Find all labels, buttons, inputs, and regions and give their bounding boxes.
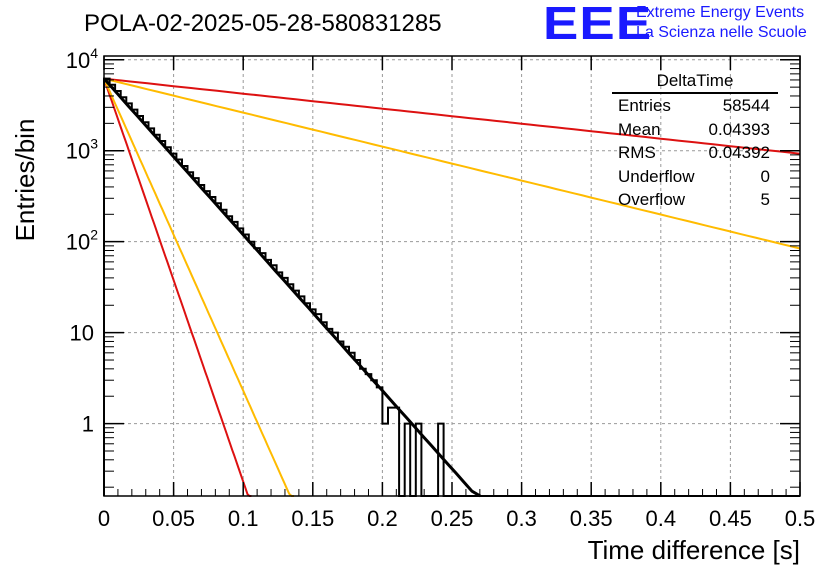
curve-orange-steep: [103, 78, 294, 497]
logo-line-1: Extreme Energy Events: [636, 4, 805, 21]
x-tick-label: 0.05: [152, 506, 195, 531]
x-tick-label: 0.45: [709, 506, 752, 531]
stats-label: Overflow: [618, 190, 686, 209]
x-tick-label: 0.2: [367, 506, 398, 531]
y-tick-label: 102: [66, 227, 98, 255]
stats-value: 58544: [722, 96, 770, 115]
x-tick-label: 0.4: [646, 506, 677, 531]
logo-line-2: La Scienza nelle Scuole: [636, 24, 807, 41]
y-tick-label: 1: [82, 412, 94, 437]
curve-orange-shallow: [103, 77, 801, 250]
curve-fit: [102, 77, 481, 498]
curve-red-steep: [103, 78, 252, 497]
y-axis-label: Entries/bin: [10, 119, 40, 242]
x-axis-label: Time difference [s]: [588, 535, 800, 565]
chart-title: POLA-02-2025-05-28-580831285: [84, 10, 442, 37]
stats-label: Underflow: [618, 166, 695, 186]
y-tick-label: 103: [66, 136, 98, 164]
stats-box: DeltaTime Entries 58544 Mean 0.04393 RMS 0.…: [612, 70, 778, 212]
x-tick-label: 0.15: [291, 506, 334, 531]
x-tick-label: 0.5: [785, 506, 816, 531]
stats-row: Underflow 0: [612, 165, 778, 189]
curve-group: [102, 77, 801, 498]
stats-title: DeltaTime: [612, 70, 778, 94]
y-tick-label: 10: [70, 321, 94, 346]
x-tick-label: 0.3: [506, 506, 537, 531]
y-axis-ticks: 1 10 102 103 104: [66, 45, 800, 488]
x-tick-label: 0.25: [431, 506, 474, 531]
x-tick-label: 0.35: [570, 506, 613, 531]
stats-row: RMS 0.04392: [612, 141, 778, 165]
x-tick-label: 0.1: [228, 506, 259, 531]
x-axis-ticks: 0 0.05 0.1 0.15 0.2 0.25 0.3 0.35 0.4 0.45 0.5: [98, 56, 815, 531]
stats-value: 0.04392: [708, 143, 770, 162]
stats-label: Mean: [618, 119, 661, 139]
curve-red-shallow: [103, 77, 801, 155]
x-tick-label: 0: [98, 506, 110, 531]
stats-value: 0.04393: [708, 119, 770, 139]
stats-label: Entries: [618, 96, 671, 115]
eee-logo: EEE: [543, 0, 653, 49]
stats-row: Overflow 5: [612, 188, 778, 212]
stats-label: RMS: [618, 143, 656, 162]
stats-value: 0: [760, 166, 770, 186]
stats-row: Mean 0.04393: [612, 118, 778, 142]
y-tick-label: 104: [66, 45, 98, 73]
stats-row: Entries 58544: [612, 94, 778, 118]
stats-value: 5: [760, 190, 770, 209]
